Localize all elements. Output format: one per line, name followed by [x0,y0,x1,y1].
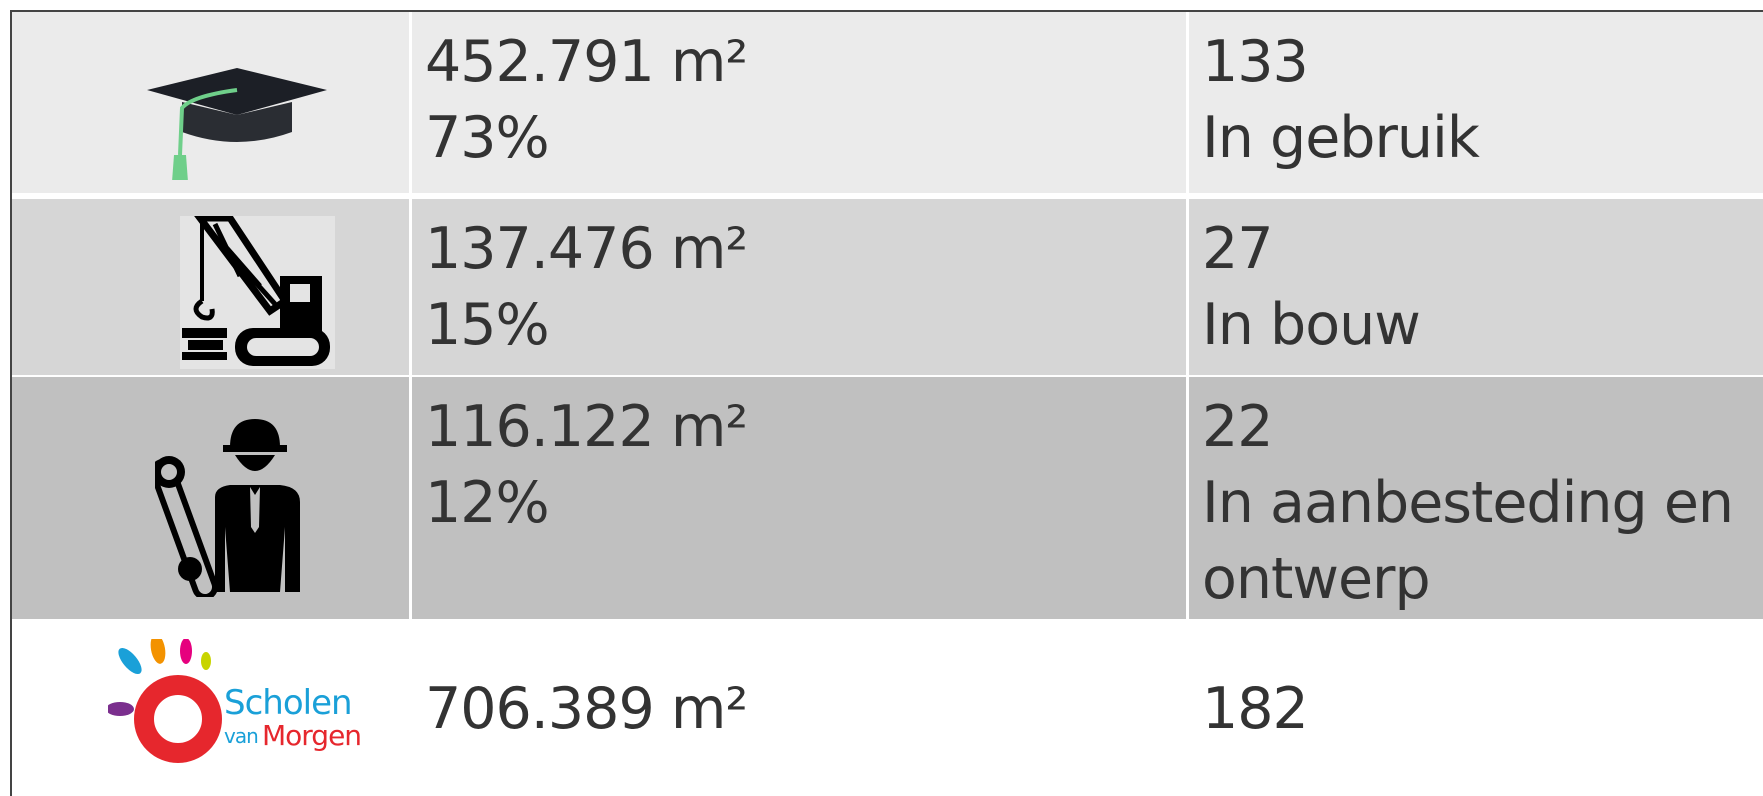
total-area-cell: 706.389 m² [412,619,1187,796]
table: 452.791 m² 73% 133 In gebruik 137.476 m² [10,10,1763,796]
share: 73% [425,105,550,171]
area: 137.476 m² [425,216,748,282]
count-cell: 22 In aanbesteding en ontwerp [1189,377,1763,619]
status: In bouw [1202,292,1421,358]
share: 12% [425,470,550,536]
share: 15% [425,292,550,358]
area: 452.791 m² [425,29,748,95]
total-count-cell: 182 [1189,619,1763,796]
area: 116.122 m² [425,394,748,460]
status: In aanbesteding en ontwerp [1202,470,1734,612]
logo-prefix: van [224,724,258,748]
count-cell: 27 In bouw [1189,199,1763,375]
area-cell: 452.791 m² 73% [412,12,1187,193]
logo-name: Scholen [224,683,352,723]
count: 133 [1202,29,1309,95]
logo-cell: Scholen van Morgen [12,619,410,796]
logo-suffix: Morgen [262,719,361,752]
count-cell: 133 In gebruik [1189,12,1763,193]
area-cell: 116.122 m² 12% [412,377,1187,619]
engineer-icon [155,419,300,597]
icon-cell [12,199,410,375]
status: In gebruik [1202,105,1480,171]
total-count: 182 [1202,676,1309,742]
icon-cell [12,377,410,619]
count: 27 [1202,216,1274,282]
total-area: 706.389 m² [425,676,748,742]
row: 137.476 m² 15% 27 In bouw [12,199,1763,375]
area-cell: 137.476 m² 15% [412,199,1187,375]
graduation-cap-icon [147,68,327,180]
row: 452.791 m² 73% 133 In gebruik [12,12,1763,193]
row: 116.122 m² 12% 22 In aanbesteding en ont… [12,377,1763,619]
row: Scholen van Morgen 706.389 m² 182 [12,619,1763,796]
logo: Scholen van Morgen [108,639,362,763]
crane-icon [180,216,335,369]
count: 22 [1202,394,1274,460]
icon-cell [12,12,410,193]
